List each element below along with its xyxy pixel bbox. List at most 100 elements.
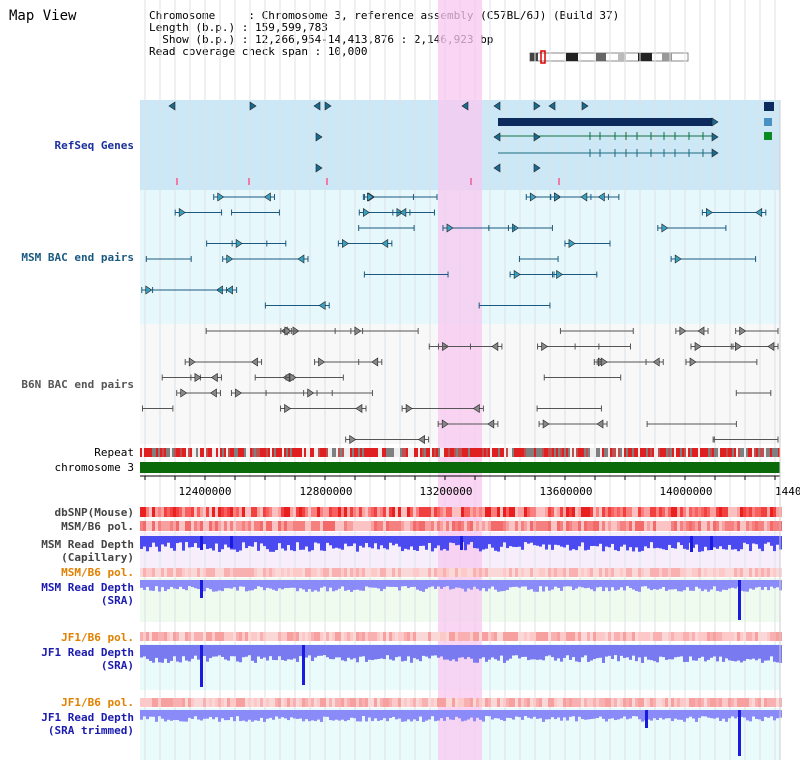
bac-pair-arrow — [418, 434, 425, 445]
bac-pair-arrow — [513, 269, 521, 280]
bac-pair-arrow — [226, 285, 233, 295]
bac-pair-arrow — [596, 419, 604, 429]
bac-pair-arrow — [487, 419, 495, 429]
msm-depth-sra-label: MSM Read Depth — [41, 581, 134, 594]
gene-arrow — [493, 132, 501, 142]
chromosome-label: Chromosome : — [149, 9, 262, 22]
read-depth-bars[interactable] — [140, 536, 782, 756]
dbsnp-label: dbSNP(Mouse) — [55, 506, 134, 519]
bac-pair-arrow — [694, 341, 702, 352]
gene-arrow — [711, 148, 719, 158]
bac-pair-arrow — [529, 192, 537, 202]
bac-pair-arrow — [209, 388, 217, 398]
gene-arrow — [493, 101, 501, 111]
bac-pair-arrow — [381, 238, 389, 249]
bac-pair-arrow — [446, 223, 454, 233]
gene-marker — [470, 178, 472, 185]
gene-block[interactable] — [498, 118, 712, 126]
refseq-genes-label[interactable]: RefSeq Genes — [55, 139, 134, 152]
axis-tick-label: 12400000 — [179, 485, 232, 498]
axis-tick-label: 13600000 — [540, 485, 593, 498]
gene-marker — [326, 178, 328, 185]
bac-pair-arrow — [472, 403, 480, 414]
bac-pair-arrow — [355, 403, 363, 414]
bac-pair-arrow — [371, 357, 379, 367]
msm-bac-label[interactable]: MSM BAC end pairs — [21, 251, 134, 264]
bac-pair-arrow — [661, 223, 669, 233]
gene-arrow — [533, 101, 541, 111]
msm-depth-cap-label: MSM Read Depth — [41, 538, 134, 551]
msm-bac-features[interactable] — [141, 192, 767, 311]
gene-arrow — [533, 163, 541, 173]
jf1-depth-trim-label: JF1 Read Depth — [41, 711, 134, 724]
axis-tick-label: 12800000 — [300, 485, 353, 498]
bac-pair-arrow — [652, 357, 660, 367]
gene-arrow — [168, 101, 176, 111]
bac-pair-arrow — [755, 207, 763, 218]
bac-pair-arrow — [342, 238, 349, 249]
bac-pair-arrow — [226, 254, 234, 264]
bac-pair-arrow — [318, 357, 326, 367]
jf1-depth-sra-label: JF1 Read Depth — [41, 646, 134, 659]
b6n-bac-features[interactable] — [141, 326, 779, 445]
bac-pair-arrow — [318, 300, 326, 311]
bac-pair-arrow — [580, 192, 588, 202]
bac-pair-arrow — [188, 357, 196, 367]
bac-pair-arrow — [354, 326, 362, 336]
gene-marker — [558, 178, 560, 185]
bac-pair-arrow — [145, 285, 153, 295]
bac-pair-arrow — [542, 419, 550, 429]
bac-pair-arrow — [491, 341, 499, 352]
gene-block[interactable] — [764, 118, 772, 126]
bac-pair-arrow — [307, 388, 315, 398]
bac-pair-arrow — [405, 403, 413, 414]
bac-pair-arrow — [284, 326, 292, 336]
bac-pair-arrow — [600, 357, 608, 367]
gene-arrow — [533, 132, 541, 142]
bac-pair-arrow — [349, 434, 357, 445]
gene-arrow — [324, 101, 332, 111]
bac-pair-arrow — [679, 326, 687, 336]
jf1-b6-pol-label: JF1/B6 pol. — [61, 631, 134, 644]
bac-pair-arrow — [399, 207, 407, 218]
gene-arrow — [493, 163, 501, 173]
map-view-title: Map View — [9, 8, 77, 24]
bac-pair-arrow — [289, 372, 297, 383]
bac-pair-arrow — [556, 269, 564, 280]
gene-block[interactable] — [764, 132, 772, 140]
jf1-depth-trim-sublabel: (SRA trimmed) — [48, 724, 134, 737]
bac-pair-arrow — [297, 254, 305, 264]
gene-arrow — [315, 132, 323, 142]
bac-pair-arrow — [180, 388, 188, 398]
gene-marker — [176, 178, 178, 185]
bac-pair-arrow — [263, 192, 271, 202]
axis-tick-label: 14000000 — [660, 485, 713, 498]
span-value: 10,000 — [327, 45, 368, 58]
bac-pair-arrow — [674, 254, 682, 264]
gene-arrow — [711, 117, 719, 127]
bac-pair-arrow — [706, 207, 713, 218]
bac-pair-arrow — [689, 357, 697, 367]
msm-b6-pol2-label: MSM/B6 pol. — [61, 566, 134, 579]
bac-pair-arrow — [178, 207, 186, 218]
bac-pair-arrow — [767, 341, 775, 352]
b6n-bac-label[interactable]: B6N BAC end pairs — [21, 378, 134, 391]
bac-pair-arrow — [251, 357, 258, 367]
chromosome-ideogram[interactable] — [529, 50, 689, 64]
chromosome-label: chromosome 3 — [55, 461, 134, 474]
repeat-track-bar[interactable] — [140, 448, 780, 457]
bac-pair-arrow — [367, 192, 374, 202]
bac-pair-arrow — [362, 207, 370, 218]
bac-pair-arrow — [210, 372, 218, 383]
bac-pair-arrow — [235, 238, 243, 249]
gene-arrow — [249, 101, 257, 111]
refseq-features[interactable] — [168, 101, 774, 185]
bac-pair-arrow — [541, 341, 549, 352]
bac-pair-arrow — [235, 388, 243, 398]
polymorphism-strips[interactable] — [140, 507, 782, 707]
bac-pair-arrow — [734, 341, 742, 352]
gene-block[interactable] — [764, 102, 774, 111]
chromosome-bar[interactable] — [140, 462, 780, 473]
repeat-label: Repeat — [94, 446, 134, 459]
